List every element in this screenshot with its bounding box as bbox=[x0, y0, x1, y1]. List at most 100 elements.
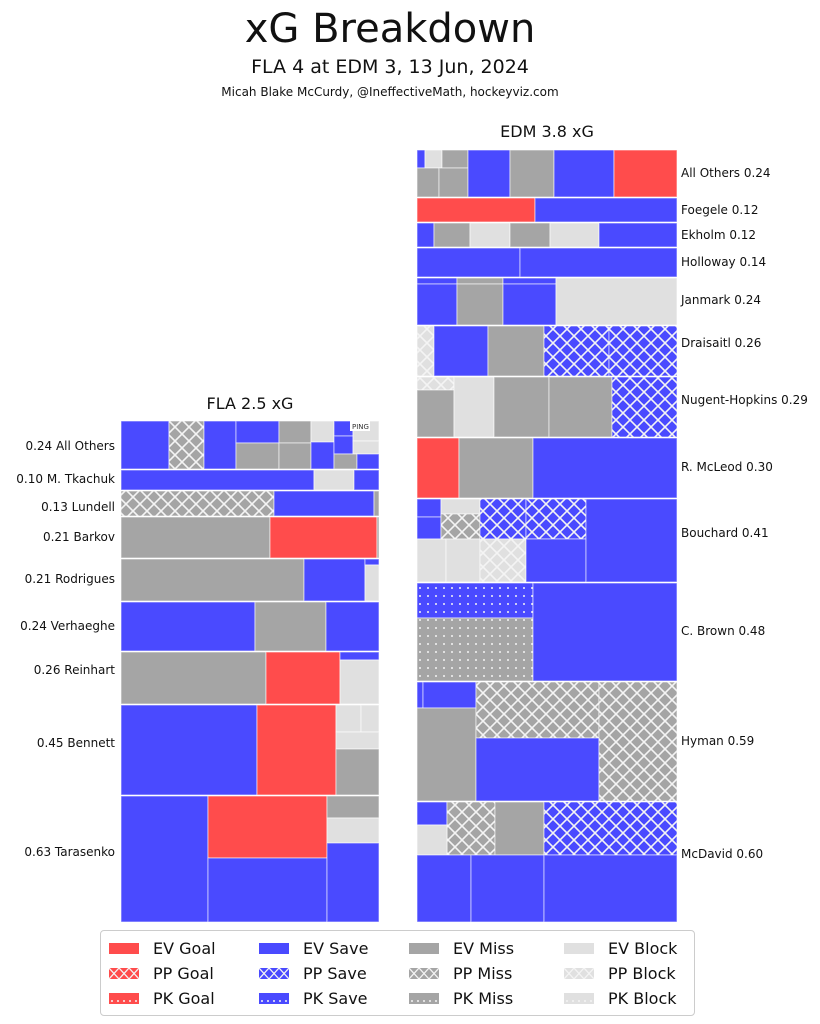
tile-edm-all-others-ev-save bbox=[467, 149, 511, 198]
tile-fla-reinhart-ev-miss bbox=[120, 651, 267, 705]
legend-swatch-pp-block bbox=[564, 967, 594, 979]
player-label-fla-all-others: 0.24 All Others bbox=[25, 439, 115, 453]
legend-swatch-ev-goal bbox=[109, 942, 139, 954]
tile-edm-ekholm-ev-save bbox=[598, 222, 678, 248]
tile-fla-bennett-ev-block bbox=[335, 704, 362, 733]
legend-swatch-pk-save bbox=[259, 992, 289, 1004]
legend-label-pp-block: PP Block bbox=[608, 963, 676, 983]
tile-edm-mcdavid-ev-miss bbox=[494, 801, 545, 856]
tile-edm-draisaitl-ev-miss bbox=[487, 325, 545, 377]
tile-pattern-pp-save bbox=[544, 802, 677, 855]
tile-pattern-pp-miss bbox=[447, 802, 495, 855]
tile-edm-hyman-ev-save bbox=[422, 681, 477, 709]
legend-swatch-ev-miss bbox=[409, 942, 439, 954]
tile-fla-tarasenko-ev-save bbox=[120, 795, 209, 923]
tile-edm-all-others-ev-goal bbox=[613, 149, 678, 198]
tile-pattern-pp-save bbox=[480, 499, 526, 539]
player-label-edm-nugent-hopkins: Nugent-Hopkins 0.29 bbox=[681, 393, 808, 407]
tile-fla-rodrigues-ev-save bbox=[364, 558, 380, 566]
tile-pattern-pp-miss bbox=[169, 421, 204, 469]
watermark-bg bbox=[350, 421, 370, 431]
chart-title: xG Breakdown bbox=[244, 6, 536, 52]
tile-fla-tarasenko-ev-miss bbox=[326, 795, 380, 819]
tile-fla-tarasenko-ev-save bbox=[326, 842, 380, 923]
tile-edm-hyman-ev-save bbox=[475, 737, 600, 802]
legend-label-ev-goal: EV Goal bbox=[153, 938, 216, 958]
legend-label-pp-goal: PP Goal bbox=[153, 963, 214, 983]
legend: EV Goal PP Goal PK Goal EV Save PP Save PK Sa… bbox=[100, 930, 695, 1016]
legend-swatch-ev-block bbox=[564, 942, 594, 954]
player-label-edm-foegele: Foegele 0.12 bbox=[681, 203, 759, 217]
tile-fla-tarasenko-ev-save bbox=[207, 857, 328, 923]
tile-fla-verhaeghe-ev-save bbox=[325, 601, 380, 652]
watermark-text: PING bbox=[352, 423, 369, 431]
tile-fla-all-others-ev-miss bbox=[278, 420, 312, 444]
tile-edm-bouchard-ev-block bbox=[440, 498, 481, 515]
tile-pattern-pp-save bbox=[526, 499, 586, 539]
tile-fla-all-others-ev-save bbox=[310, 441, 335, 470]
tile-fla-all-others-ev-block bbox=[352, 440, 380, 455]
tile-edm-mcdavid-ev-save bbox=[416, 854, 472, 923]
tile-edm-bouchard-ev-block bbox=[445, 538, 481, 583]
tile-fla-reinhart-ev-goal bbox=[265, 651, 341, 705]
legend-label-pp-miss: PP Miss bbox=[453, 963, 513, 983]
tile-fla-tarasenko-ev-goal bbox=[207, 795, 328, 859]
tile-edm-janmark-ev-miss bbox=[456, 283, 504, 326]
chart-subtitle: FLA 4 at EDM 3, 13 Jun, 2024 bbox=[251, 56, 529, 78]
legend-label-ev-miss: EV Miss bbox=[453, 938, 515, 958]
legend-label-pk-goal: PK Goal bbox=[153, 988, 215, 1008]
legend-swatch-pk-goal bbox=[109, 992, 139, 1004]
tile-pattern-pk-miss bbox=[417, 618, 533, 681]
legend-item-ev-miss: EV Miss bbox=[409, 937, 514, 959]
legend-item-pp-block: PP Block bbox=[564, 962, 676, 984]
tile-edm-ekholm-ev-miss bbox=[509, 222, 551, 248]
player-label-edm-all-others: All Others 0.24 bbox=[681, 166, 771, 180]
tile-edm-hyman-ev-save bbox=[416, 681, 424, 709]
player-label-edm-hyman: Hyman 0.59 bbox=[681, 734, 755, 748]
tile-pattern-pp-miss bbox=[441, 514, 480, 539]
player-label-fla-reinhart: 0.26 Reinhart bbox=[33, 663, 115, 677]
tile-pattern-pp-miss bbox=[476, 682, 599, 738]
tile-fla-all-others-ev-save bbox=[235, 420, 280, 444]
tile-fla-bennett-ev-block bbox=[360, 704, 380, 733]
legend-label-ev-save: EV Save bbox=[303, 938, 369, 958]
tile-edm-all-others-ev-save bbox=[553, 149, 615, 198]
tile-edm-ekholm-ev-miss bbox=[433, 222, 471, 248]
legend-item-pk-block: PK Block bbox=[564, 987, 677, 1009]
tile-edm-bouchard-ev-save bbox=[525, 538, 587, 583]
tile-fla-all-others-ev-save bbox=[120, 420, 170, 470]
tile-fla-lundell-ev-save bbox=[273, 490, 375, 517]
tile-edm-bouchard-ev-save bbox=[585, 498, 678, 583]
legend-item-pp-save: PP Save bbox=[259, 962, 367, 984]
tile-edm-all-others-ev-block bbox=[424, 149, 443, 169]
legend-swatch-pp-goal bbox=[109, 967, 139, 979]
tile-edm-bouchard-ev-save bbox=[416, 498, 442, 518]
tile-fla-m-tkachuk-ev-block bbox=[313, 469, 355, 491]
chart-credit: Micah Blake McCurdy, @IneffectiveMath, h… bbox=[221, 85, 559, 99]
tile-fla-all-others-ev-save bbox=[333, 435, 354, 455]
tile-edm-mcdavid-ev-save bbox=[543, 854, 678, 923]
tile-fla-bennett-ev-save bbox=[120, 704, 258, 796]
tile-edm-janmark-ev-save bbox=[502, 277, 557, 285]
legend-swatch-ev-save bbox=[259, 942, 289, 954]
legend-item-pp-goal: PP Goal bbox=[109, 962, 214, 984]
tile-edm-all-others-ev-miss bbox=[438, 167, 469, 198]
tile-fla-barkov-ev-miss bbox=[376, 516, 380, 559]
tile-edm-holloway-ev-save bbox=[519, 247, 678, 278]
player-label-fla-tarasenko: 0.63 Tarasenko bbox=[24, 845, 115, 859]
tile-fla-all-others-ev-miss bbox=[235, 442, 280, 470]
player-label-fla-m-tkachuk: 0.10 M. Tkachuk bbox=[16, 472, 115, 486]
legend-label-pk-miss: PK Miss bbox=[453, 988, 514, 1008]
tile-fla-reinhart-ev-block bbox=[339, 659, 380, 705]
tile-pattern-pp-block bbox=[417, 377, 454, 390]
player-label-fla-rodrigues: 0.21 Rodrigues bbox=[24, 572, 115, 586]
tile-edm-r-mcleod-ev-goal bbox=[416, 437, 460, 499]
player-label-edm-mcdavid: McDavid 0.60 bbox=[681, 847, 764, 861]
tile-edm-janmark-ev-block bbox=[555, 277, 678, 326]
team-title-edm: EDM 3.8 xG bbox=[500, 122, 594, 141]
tile-fla-bennett-ev-miss bbox=[335, 748, 380, 796]
tile-pattern-pp-miss bbox=[121, 491, 274, 516]
tile-edm-nugent-hopkins-ev-miss bbox=[548, 376, 613, 438]
tile-fla-m-tkachuk-ev-save bbox=[353, 469, 380, 491]
